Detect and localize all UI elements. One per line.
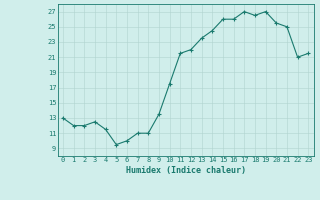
X-axis label: Humidex (Indice chaleur): Humidex (Indice chaleur): [125, 166, 246, 175]
